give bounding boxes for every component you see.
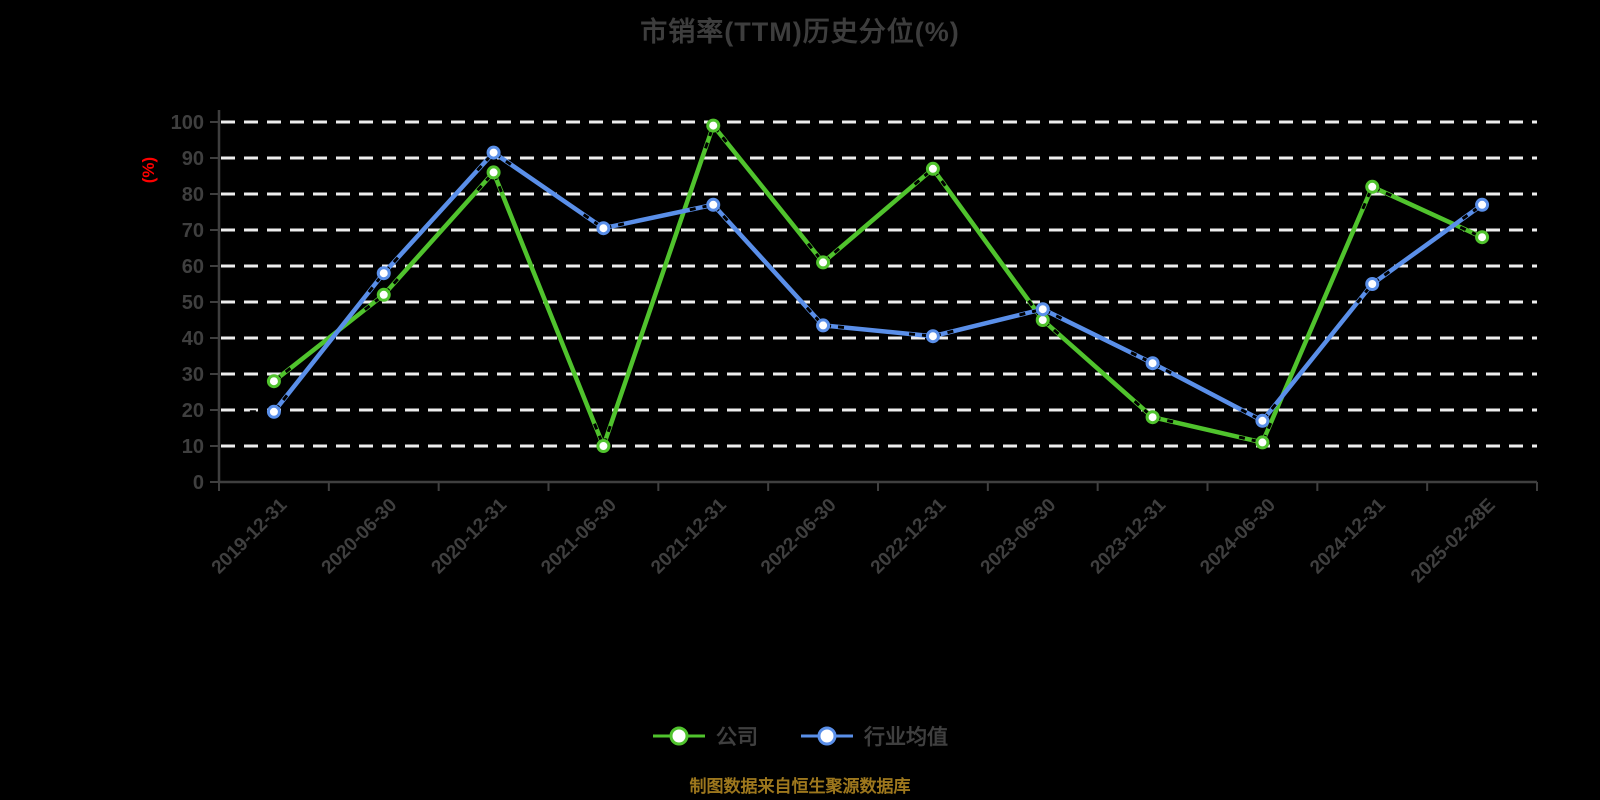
company-data-point[interactable] bbox=[486, 165, 501, 180]
industry-series-line bbox=[271, 150, 1485, 424]
company-data-point[interactable] bbox=[266, 374, 281, 389]
vertex-dash-accent bbox=[249, 365, 294, 383]
vertex-dash-accent bbox=[689, 203, 731, 224]
vertex-dash-accent bbox=[805, 306, 848, 330]
x-axis-label: 2023-06-30 bbox=[977, 495, 1061, 579]
vertex-dash-accent bbox=[806, 242, 843, 265]
data-source-note: 制图数据来自恒生聚源数据库 bbox=[689, 777, 911, 796]
vertex-dash-accent bbox=[249, 392, 290, 414]
vertex-dash-accent bbox=[363, 275, 401, 311]
vertex-dash-accent bbox=[1361, 184, 1395, 210]
company-data-point[interactable] bbox=[925, 161, 940, 176]
y-axis-label: 20 bbox=[182, 400, 204, 422]
legend-label-industry: 行业均值 bbox=[864, 726, 948, 749]
industry-data-point[interactable] bbox=[376, 266, 391, 281]
legend-item-company[interactable]: 公司 bbox=[652, 721, 758, 751]
company-data-point[interactable] bbox=[1365, 179, 1380, 194]
company-data-point[interactable] bbox=[706, 118, 721, 133]
x-axis-label: 2024-12-31 bbox=[1306, 494, 1390, 578]
vertex-dash-accent bbox=[1019, 307, 1065, 322]
y-axis-unit-label: (%) bbox=[139, 157, 158, 183]
vertex-dash-accent bbox=[913, 166, 949, 190]
legend-label-company: 公司 bbox=[716, 726, 758, 749]
company-data-point[interactable] bbox=[376, 287, 391, 302]
x-axis-label: 2021-06-30 bbox=[537, 495, 621, 579]
company-data-point[interactable] bbox=[1255, 435, 1270, 450]
company-data-point[interactable] bbox=[816, 255, 831, 270]
y-axis-label: 10 bbox=[182, 436, 204, 458]
vertex-dash-accent bbox=[582, 213, 628, 230]
industry-data-point[interactable] bbox=[706, 197, 721, 212]
vertex-dash-accent bbox=[367, 254, 402, 293]
vertex-dash-accent bbox=[1130, 351, 1175, 376]
vertex-dash-accent bbox=[1459, 225, 1507, 239]
industry-data-point[interactable] bbox=[486, 145, 501, 160]
vertex-dash-accent bbox=[1238, 419, 1274, 445]
vertex-dash-accent bbox=[1027, 299, 1062, 338]
vertex-dash-accent bbox=[908, 329, 957, 338]
x-axis-label: 2020-12-31 bbox=[428, 494, 512, 578]
company-series-line bbox=[271, 123, 1485, 449]
industry-data-point[interactable] bbox=[925, 329, 940, 344]
industry-data-point[interactable] bbox=[1255, 413, 1270, 428]
vertex-dash-accent bbox=[476, 169, 504, 196]
x-axis-label: 2019-12-31 bbox=[208, 494, 292, 578]
company-data-point[interactable] bbox=[1475, 230, 1490, 245]
y-axis-label: 70 bbox=[182, 220, 204, 242]
legend-item-industry[interactable]: 行业均值 bbox=[800, 721, 948, 751]
industry-data-point[interactable] bbox=[1365, 277, 1380, 291]
industry-series-marker bbox=[801, 726, 853, 746]
company-series-marker bbox=[653, 726, 705, 746]
y-axis-label: 30 bbox=[182, 364, 204, 386]
x-axis-label: 2023-12-31 bbox=[1087, 494, 1171, 578]
vertex-dash-accent bbox=[1240, 401, 1279, 423]
y-axis-label: 50 bbox=[182, 292, 204, 314]
vertex-dash-accent bbox=[704, 122, 730, 149]
x-axis-label: 2022-06-30 bbox=[757, 495, 841, 579]
x-axis-label: 2025-02-28E bbox=[1407, 495, 1500, 588]
chart-title: 市销率(TTM)历史分位(%) bbox=[640, 17, 960, 47]
y-axis-label: 60 bbox=[182, 256, 204, 278]
vertex-dash-accent bbox=[1461, 203, 1507, 221]
industry-data-point[interactable] bbox=[816, 318, 831, 333]
y-axis-label: 0 bbox=[193, 472, 204, 494]
industry-data-point[interactable] bbox=[1145, 356, 1160, 371]
vertex-dash-accent bbox=[476, 150, 515, 172]
y-axis-label: 100 bbox=[171, 112, 204, 134]
x-axis-label: 2024-06-30 bbox=[1196, 495, 1280, 579]
company-data-point[interactable] bbox=[596, 439, 611, 453]
y-axis-label: 80 bbox=[182, 184, 204, 206]
x-axis-label: 2021-12-31 bbox=[647, 494, 731, 578]
y-axis-label: 40 bbox=[182, 328, 204, 350]
industry-data-point[interactable] bbox=[596, 221, 611, 236]
company-data-point[interactable] bbox=[1145, 410, 1160, 425]
industry-data-point[interactable] bbox=[1035, 302, 1050, 317]
vertex-dash-accent bbox=[1356, 268, 1393, 304]
industry-data-point[interactable] bbox=[1475, 197, 1490, 212]
legend: 公司 行业均值 bbox=[0, 721, 1600, 751]
x-axis-label: 2020-06-30 bbox=[318, 495, 402, 579]
vertex-dash-accent bbox=[593, 422, 613, 451]
x-axis-label: 2022-12-31 bbox=[867, 494, 951, 578]
vertex-dash-accent bbox=[1133, 400, 1177, 425]
industry-data-point[interactable] bbox=[266, 404, 281, 419]
y-axis-label: 90 bbox=[182, 148, 204, 170]
